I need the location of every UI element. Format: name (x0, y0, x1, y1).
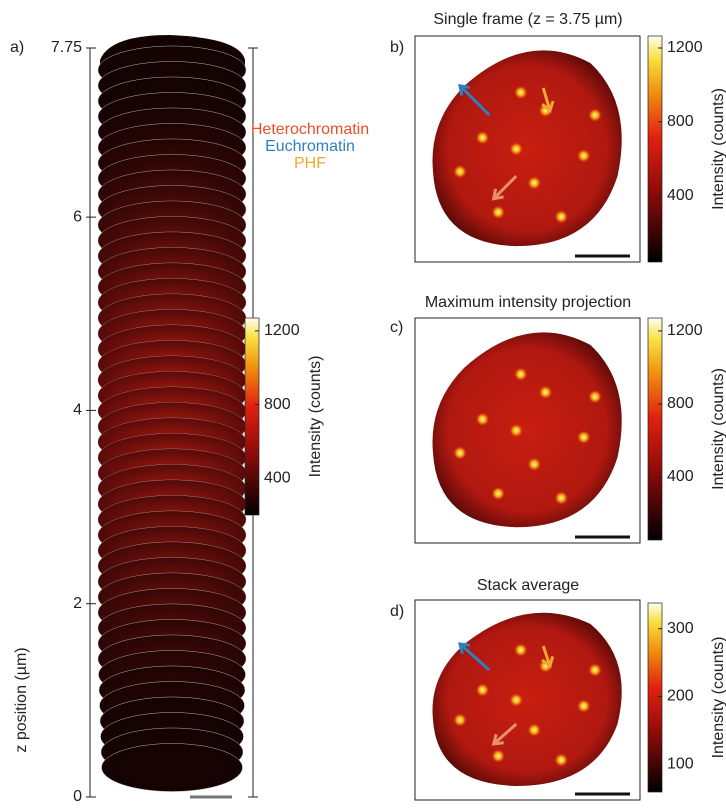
spot (476, 683, 490, 697)
spot (476, 412, 490, 426)
panel-title: Single frame (z = 3.75 µm) (433, 11, 622, 28)
z-stack (98, 35, 246, 792)
z-tick-label: 4 (73, 402, 82, 419)
panel-label: b) (390, 39, 404, 56)
colorbar-label: Intensity (counts) (710, 88, 726, 210)
legend-entry: Euchromatin (265, 138, 355, 155)
colorbar-label: Intensity (counts) (710, 368, 726, 490)
spot (588, 108, 602, 122)
spot (577, 699, 591, 713)
colorbar-tick-label: 200 (667, 688, 694, 705)
panel-title: Stack average (477, 577, 579, 594)
spot (491, 749, 505, 763)
colorbar (648, 36, 662, 262)
panel-title: Maximum intensity projection (425, 294, 631, 311)
spot (509, 142, 523, 156)
colorbar-tick-label: 400 (667, 468, 694, 485)
spot (554, 491, 568, 505)
colorbar-tick-label: 800 (667, 395, 694, 412)
spot (588, 390, 602, 404)
spot (453, 165, 467, 179)
z-tick-label: 0 (73, 788, 82, 805)
spot (514, 86, 528, 100)
spot (554, 210, 568, 224)
z-tick-label: 7.75 (51, 39, 82, 56)
colorbar-label: Intensity (counts) (307, 356, 324, 478)
panel-label: a) (10, 39, 24, 56)
spot (588, 663, 602, 677)
colorbar-tick-label: 1200 (667, 39, 703, 56)
colorbar-tick-label: 400 (264, 469, 291, 486)
spot (509, 693, 523, 707)
spot (514, 367, 528, 381)
spot (453, 446, 467, 460)
spot (453, 713, 467, 727)
colorbar-tick-label: 1200 (667, 322, 703, 339)
spot (527, 457, 541, 471)
colorbar-tick-label: 800 (667, 113, 694, 130)
colorbar-tick-label: 300 (667, 620, 694, 637)
spot (527, 723, 541, 737)
spot (509, 424, 523, 438)
slice (102, 744, 243, 792)
spot (577, 430, 591, 444)
panel-label: d) (390, 603, 404, 620)
spot (527, 176, 541, 190)
spot (539, 385, 553, 399)
colorbar-tick-label: 100 (667, 755, 694, 772)
z-tick-label: 6 (73, 208, 82, 225)
spot (514, 643, 528, 657)
axis-label: z position (µm) (13, 647, 30, 752)
spot (577, 149, 591, 163)
colorbar-tick-label: 400 (667, 187, 694, 204)
colorbar-tick-label: 800 (264, 396, 291, 413)
legend-entry: Heterochromatin (251, 121, 369, 138)
colorbar (648, 603, 662, 792)
colorbar-label: Intensity (counts) (710, 637, 726, 759)
colorbar-tick-label: 1200 (264, 322, 300, 339)
colorbar (245, 318, 259, 515)
legend-entry: PHF (294, 155, 326, 172)
spot (476, 131, 490, 145)
spot (554, 753, 568, 767)
z-tick-label: 2 (73, 595, 82, 612)
figure: a) b) c) d) Single frame (z = 3.75 µm) M… (0, 0, 726, 807)
colorbar (648, 318, 662, 540)
spot (491, 205, 505, 219)
spot (491, 487, 505, 501)
panel-label: c) (390, 319, 403, 336)
